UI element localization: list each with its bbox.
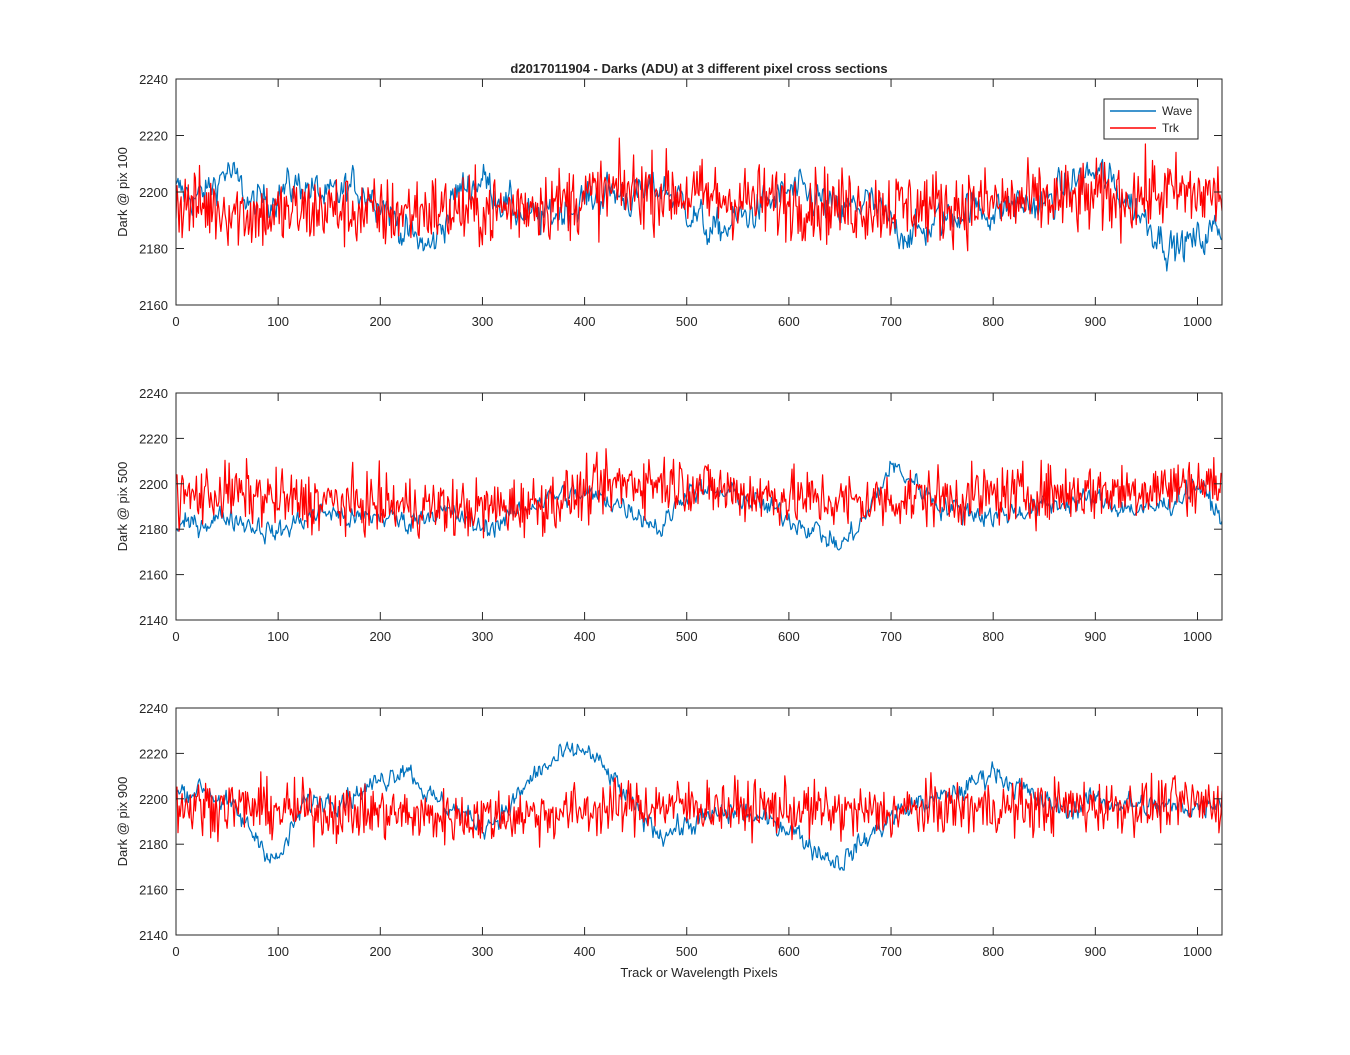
x-tick-label: 900 — [1084, 944, 1106, 959]
series-group — [176, 137, 1222, 272]
x-tick-label: 800 — [982, 314, 1004, 329]
subplots: 0 100 200 300 400 500 600 700 800 900 100021602180… — [115, 72, 1223, 959]
legend-box — [1103, 98, 1199, 140]
x-tick-label: 200 — [369, 944, 391, 959]
subplot-3: 0 100 200 300 400 500 600 700 800 900 1000 2140 2160… — [115, 701, 1223, 959]
x-tick-label: 1000 — [1183, 629, 1212, 644]
x-tick-label: 0 — [172, 314, 179, 329]
x-tick-label: 0 — [172, 944, 179, 959]
x-tick-label: 1000 — [1183, 944, 1212, 959]
y-tick-label: 2200 — [139, 477, 168, 492]
axes-box — [175, 707, 1223, 936]
y-tick-label: 2220 — [139, 431, 168, 446]
x-tick-label: 200 — [369, 629, 391, 644]
y-tick-label: 2180 — [139, 837, 168, 852]
x-tick-label: 300 — [472, 629, 494, 644]
y-tick-label: 2140 — [139, 928, 168, 943]
y-tick-label: 2160 — [139, 568, 168, 583]
x-axis-label: Track or Wavelength Pixels — [620, 965, 778, 980]
series-group — [176, 741, 1222, 871]
x-tick-label: 800 — [982, 944, 1004, 959]
x-tick-label: 900 — [1084, 314, 1106, 329]
x-tick-label: 400 — [574, 944, 596, 959]
x-tick-label: 500 — [676, 944, 698, 959]
y-tick-label: 2220 — [139, 129, 168, 144]
y-tick-label: 2240 — [139, 72, 168, 87]
subplot-2: 0 100 200 300 400 500 600 700 800 900 1000 2140 2160… — [115, 386, 1223, 644]
x-tick-label: 400 — [574, 314, 596, 329]
x-tick-label: 600 — [778, 944, 800, 959]
x-tick-label: 700 — [880, 944, 902, 959]
x-tick-label: 800 — [982, 629, 1004, 644]
x-tick-label: 100 — [267, 314, 289, 329]
y-tick-label: 2220 — [139, 746, 168, 761]
y-tick-label: 2160 — [139, 298, 168, 313]
x-tick-label: 600 — [778, 314, 800, 329]
x-tick-label: 100 — [267, 944, 289, 959]
x-tick-label: 700 — [880, 629, 902, 644]
x-tick-label: 200 — [369, 314, 391, 329]
x-tick-label: 500 — [676, 629, 698, 644]
axes-box — [175, 392, 1223, 621]
legend-label-trk: Trk — [1162, 121, 1180, 135]
x-tick-label: 500 — [676, 314, 698, 329]
y-tick-label: 2180 — [139, 242, 168, 257]
series-line-trk — [176, 771, 1222, 848]
x-tick-label: 700 — [880, 314, 902, 329]
series-line-trk — [176, 448, 1222, 539]
legend-label-wave: Wave — [1162, 104, 1193, 118]
y-tick-label: 2160 — [139, 883, 168, 898]
y-axis-label: Dark @ pix 500 — [115, 462, 130, 552]
x-tick-label: 100 — [267, 629, 289, 644]
series-group — [176, 448, 1222, 551]
series-line-trk — [176, 137, 1222, 252]
chart-title: d2017011904 - Darks (ADU) at 3 different… — [510, 61, 887, 76]
y-tick-label: 2180 — [139, 522, 168, 537]
y-axis-label: Dark @ pix 100 — [115, 147, 130, 237]
y-axis-label: Dark @ pix 900 — [115, 777, 130, 867]
y-tick-label: 2240 — [139, 701, 168, 716]
x-tick-label: 400 — [574, 629, 596, 644]
x-tick-label: 1000 — [1183, 314, 1212, 329]
y-tick-label: 2140 — [139, 613, 168, 628]
subplot-1: 0 100 200 300 400 500 600 700 800 900 1000 2160 2180… — [115, 72, 1223, 329]
y-tick-label: 2200 — [139, 792, 168, 807]
x-tick-label: 0 — [172, 629, 179, 644]
legend: Wave Trk — [1103, 98, 1199, 140]
x-tick-label: 300 — [472, 314, 494, 329]
y-tick-label: 2200 — [139, 185, 168, 200]
x-tick-label: 600 — [778, 629, 800, 644]
x-tick-label: 900 — [1084, 629, 1106, 644]
y-tick-label: 2240 — [139, 386, 168, 401]
x-tick-label: 300 — [472, 944, 494, 959]
